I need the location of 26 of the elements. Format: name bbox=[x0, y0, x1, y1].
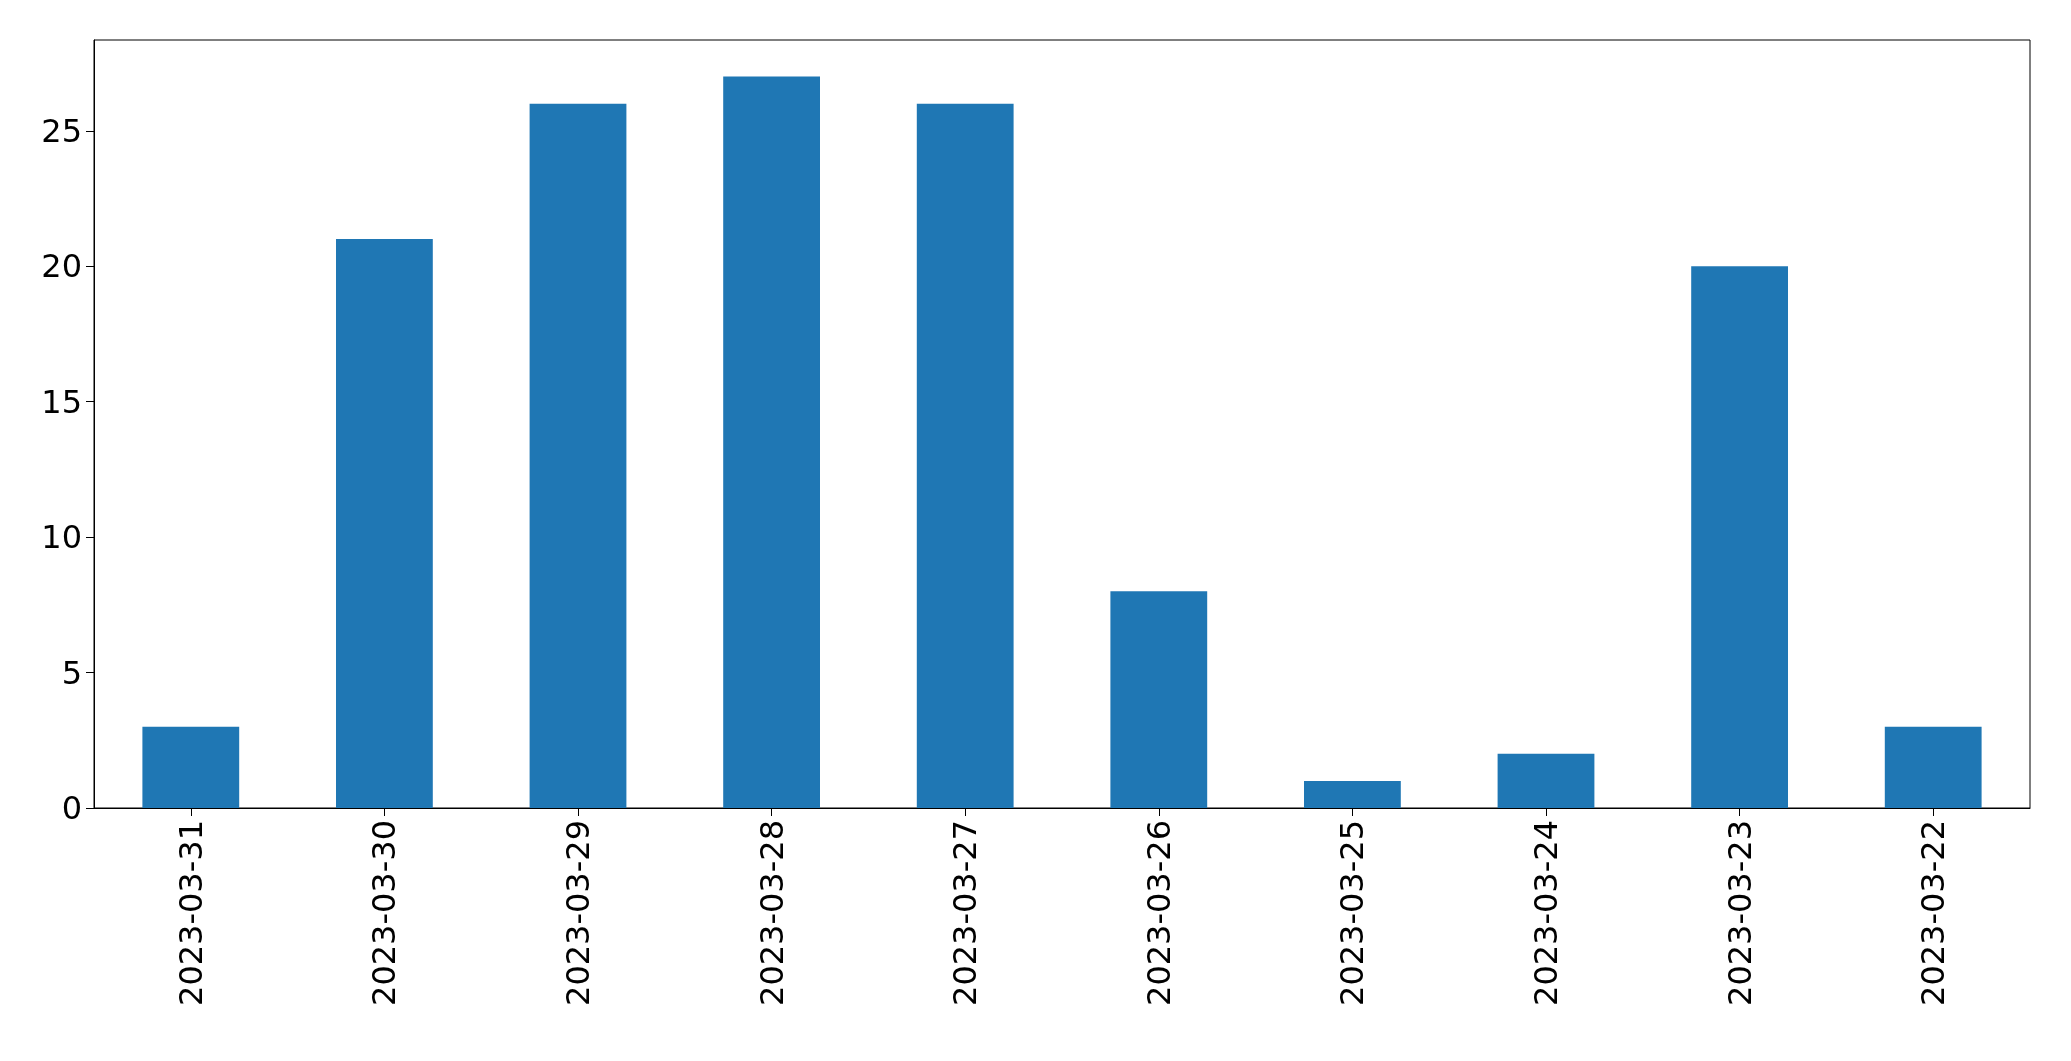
y-tick-label: 20 bbox=[41, 247, 82, 286]
bar bbox=[142, 726, 240, 808]
y-tick-label: 10 bbox=[41, 518, 82, 557]
x-tick-label: 2023-03-27 bbox=[946, 820, 985, 1006]
y-tick-label: 5 bbox=[61, 653, 82, 692]
bar bbox=[1110, 591, 1208, 808]
bar bbox=[1691, 266, 1788, 808]
bar bbox=[916, 103, 1014, 808]
y-tick-label: 25 bbox=[41, 111, 82, 150]
x-tick-label: 2023-03-22 bbox=[1914, 820, 1953, 1006]
y-tick-label: 0 bbox=[61, 789, 82, 827]
x-tick-label: 2023-03-23 bbox=[1720, 820, 1759, 1006]
x-tick-label: 2023-03-31 bbox=[171, 820, 210, 1006]
bar bbox=[1884, 726, 1982, 808]
y-tick-label: 15 bbox=[41, 382, 82, 421]
bar bbox=[336, 239, 433, 808]
bar bbox=[723, 76, 820, 808]
x-tick-label: 2023-03-25 bbox=[1333, 820, 1372, 1006]
bar bbox=[1497, 753, 1595, 808]
bar bbox=[1304, 780, 1401, 808]
x-tick-label: 2023-03-24 bbox=[1527, 820, 1565, 1006]
bar bbox=[529, 103, 627, 808]
x-tick-label: 2023-03-30 bbox=[365, 820, 404, 1006]
x-tick-label: 2023-03-29 bbox=[559, 820, 597, 1006]
x-tick-label: 2023-03-26 bbox=[1139, 820, 1178, 1006]
x-tick-label: 2023-03-28 bbox=[752, 820, 791, 1006]
